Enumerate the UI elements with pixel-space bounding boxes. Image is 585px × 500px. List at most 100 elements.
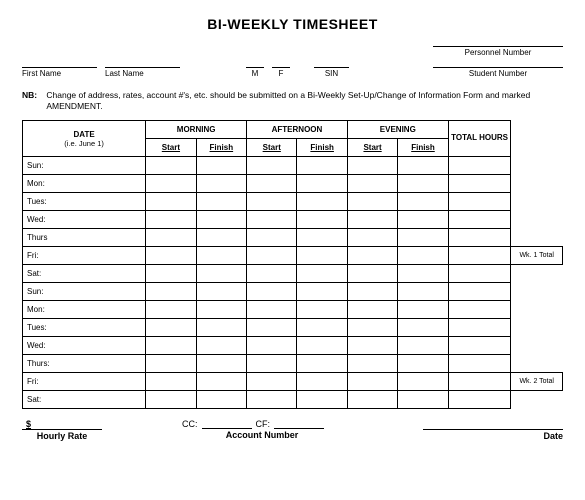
hourly-rate-line[interactable] <box>22 429 102 430</box>
cell[interactable] <box>448 337 511 355</box>
cell[interactable] <box>347 265 397 283</box>
cell[interactable] <box>247 175 297 193</box>
cell[interactable] <box>398 355 448 373</box>
cell[interactable] <box>347 229 397 247</box>
cell[interactable] <box>196 355 246 373</box>
cell[interactable] <box>347 391 397 409</box>
cell[interactable] <box>247 283 297 301</box>
cell[interactable] <box>247 247 297 265</box>
cell[interactable] <box>146 157 196 175</box>
cell[interactable] <box>398 193 448 211</box>
cell[interactable] <box>448 319 511 337</box>
cell[interactable] <box>247 301 297 319</box>
cell[interactable] <box>398 301 448 319</box>
cell[interactable] <box>398 265 448 283</box>
sin-line[interactable] <box>314 67 349 68</box>
cell[interactable] <box>347 319 397 337</box>
cell[interactable] <box>196 175 246 193</box>
cell[interactable] <box>448 175 511 193</box>
cell[interactable] <box>196 157 246 175</box>
cell[interactable] <box>247 373 297 391</box>
cell[interactable] <box>347 283 397 301</box>
cell[interactable] <box>347 157 397 175</box>
cell[interactable] <box>247 391 297 409</box>
cell[interactable] <box>347 247 397 265</box>
cell[interactable] <box>448 301 511 319</box>
cell[interactable] <box>297 337 347 355</box>
cell[interactable] <box>247 337 297 355</box>
cell[interactable] <box>448 283 511 301</box>
cell[interactable] <box>297 265 347 283</box>
cell[interactable] <box>297 229 347 247</box>
cell[interactable] <box>196 337 246 355</box>
cell[interactable] <box>196 301 246 319</box>
cell[interactable] <box>448 355 511 373</box>
cell[interactable] <box>398 283 448 301</box>
cell[interactable] <box>146 265 196 283</box>
cell[interactable] <box>146 175 196 193</box>
cell[interactable] <box>196 265 246 283</box>
cell[interactable] <box>146 193 196 211</box>
cell[interactable] <box>347 373 397 391</box>
cell[interactable] <box>247 157 297 175</box>
personnel-number-line[interactable] <box>433 46 563 47</box>
cell[interactable] <box>347 301 397 319</box>
cell[interactable] <box>247 211 297 229</box>
cell[interactable] <box>146 319 196 337</box>
cell[interactable] <box>297 391 347 409</box>
cell[interactable] <box>196 283 246 301</box>
cell[interactable] <box>146 373 196 391</box>
cell[interactable] <box>146 301 196 319</box>
cell[interactable] <box>347 355 397 373</box>
cell[interactable] <box>297 319 347 337</box>
cc-line[interactable] <box>202 428 252 429</box>
cell[interactable] <box>146 283 196 301</box>
cell[interactable] <box>398 247 448 265</box>
cell[interactable] <box>297 157 347 175</box>
f-line[interactable] <box>272 67 290 68</box>
cell[interactable] <box>297 193 347 211</box>
cell[interactable] <box>398 157 448 175</box>
cell[interactable] <box>297 175 347 193</box>
cell[interactable] <box>297 283 347 301</box>
student-number-line[interactable] <box>433 67 563 68</box>
last-name-line[interactable] <box>105 67 180 68</box>
cf-line[interactable] <box>274 428 324 429</box>
cell[interactable] <box>196 319 246 337</box>
cell[interactable] <box>448 265 511 283</box>
cell[interactable] <box>146 337 196 355</box>
cell[interactable] <box>247 265 297 283</box>
cell[interactable] <box>347 337 397 355</box>
cell[interactable] <box>398 175 448 193</box>
cell[interactable] <box>146 247 196 265</box>
cell[interactable] <box>398 319 448 337</box>
cell[interactable] <box>297 301 347 319</box>
cell[interactable] <box>297 373 347 391</box>
cell[interactable] <box>448 391 511 409</box>
cell[interactable] <box>398 229 448 247</box>
cell[interactable] <box>146 229 196 247</box>
cell[interactable] <box>247 229 297 247</box>
cell[interactable] <box>448 229 511 247</box>
cell[interactable] <box>247 193 297 211</box>
cell[interactable] <box>196 211 246 229</box>
cell[interactable] <box>347 193 397 211</box>
cell[interactable] <box>448 157 511 175</box>
m-line[interactable] <box>246 67 264 68</box>
cell[interactable] <box>448 247 511 265</box>
cell[interactable] <box>398 391 448 409</box>
cell[interactable] <box>146 355 196 373</box>
cell[interactable] <box>196 247 246 265</box>
cell[interactable] <box>146 211 196 229</box>
cell[interactable] <box>448 211 511 229</box>
cell[interactable] <box>196 229 246 247</box>
cell[interactable] <box>247 355 297 373</box>
date-line[interactable] <box>423 429 563 430</box>
cell[interactable] <box>398 337 448 355</box>
cell[interactable] <box>297 247 347 265</box>
cell[interactable] <box>146 391 196 409</box>
cell[interactable] <box>196 373 246 391</box>
cell[interactable] <box>196 391 246 409</box>
cell[interactable] <box>398 211 448 229</box>
cell[interactable] <box>196 193 246 211</box>
